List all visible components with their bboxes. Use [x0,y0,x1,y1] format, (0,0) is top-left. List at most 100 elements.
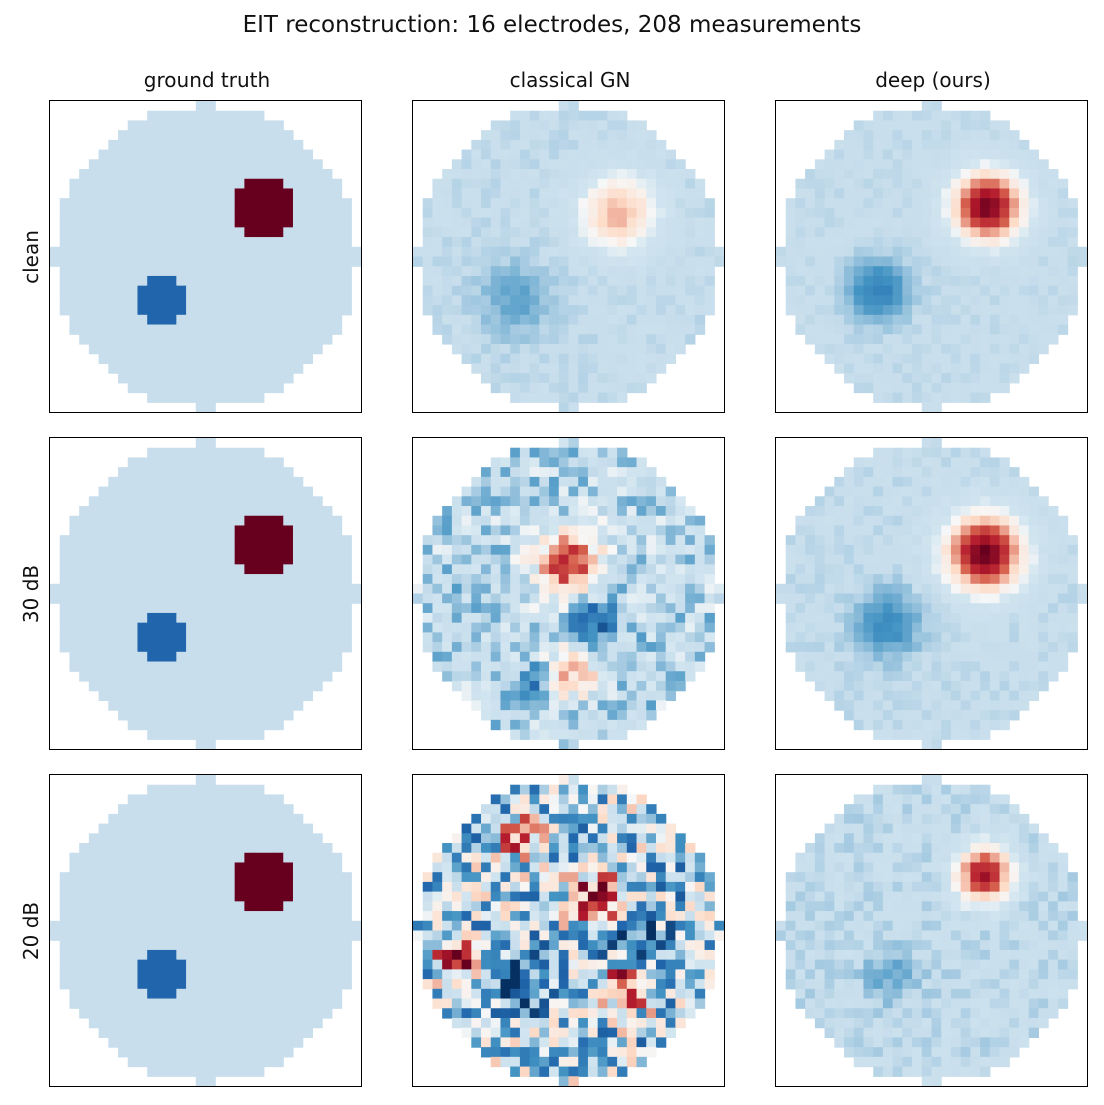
heatmap-cell [490,130,502,141]
heatmap-cell [166,603,177,614]
heatmap-cell [892,237,903,248]
heatmap-cell [273,690,284,702]
heatmap-cell [186,544,197,556]
heatmap-cell [1009,612,1020,624]
heatmap-cell [568,603,579,614]
heatmap-cell [902,525,913,536]
heatmap-cell [597,130,608,141]
heatmap-cell [234,940,245,951]
heatmap-cell [882,382,894,394]
heatmap-cell [597,237,608,248]
heatmap-cell [205,438,216,449]
heatmap-cell [902,373,913,384]
heatmap-cell [481,506,492,517]
heatmap-cell [166,227,177,238]
heatmap-cell [263,554,275,565]
heatmap-cell [931,314,942,326]
heatmap-cell [999,467,1010,478]
heatmap-cell [873,207,884,219]
heatmap-cell [931,661,942,672]
heatmap-cell [471,603,482,614]
heatmap-cell [578,622,589,633]
heatmap-cell [166,275,177,287]
heatmap-cell [844,334,855,345]
heatmap-cell [597,324,608,335]
heatmap-cell [941,305,952,316]
heatmap-cell [912,373,923,384]
heatmap-cell [88,891,100,902]
heatmap-cell [568,285,579,296]
heatmap-cell [694,324,706,335]
heatmap-cell [950,217,962,228]
heatmap-cell [853,285,865,296]
heatmap-cell [292,256,304,267]
heatmap-cell [312,217,323,228]
heatmap-cell [302,353,314,365]
heatmap-cell [244,719,255,731]
heatmap-cell [665,496,677,507]
heatmap-cell [156,110,168,122]
heatmap-cell [675,246,686,258]
heatmap-cell [108,535,119,546]
heatmap-cell [137,246,148,258]
heatmap-cell [785,256,797,267]
heatmap-cell [322,198,333,209]
heatmap-cell [853,275,865,287]
heatmap-cell [999,275,1010,287]
heatmap-cell [244,794,255,805]
heatmap-cell [263,920,275,932]
heatmap-cell [510,574,521,585]
heatmap-cell [539,447,550,459]
heatmap-cell [195,334,207,345]
heatmap-cell [292,671,304,682]
heatmap-cell [215,833,226,844]
heatmap-cell [970,120,981,131]
heatmap-cell [69,920,80,932]
heatmap-cell [587,515,599,527]
heatmap-cell [960,467,971,478]
heatmap-cell [292,275,304,287]
heatmap-cell [432,515,443,527]
heatmap-cell [186,207,197,219]
heatmap-cell [519,496,531,507]
heatmap-cell [341,940,352,951]
heatmap-cell [273,496,284,507]
heatmap-cell [578,169,589,180]
heatmap-cell [422,275,434,287]
heatmap-cell [118,612,129,624]
heatmap-cell [118,574,129,585]
heatmap-cell [912,246,923,258]
heatmap-cell [302,159,314,170]
heatmap-cell [118,881,129,893]
heatmap-cell [597,266,608,277]
heatmap-cell [805,207,816,219]
heatmap-cell [519,622,531,633]
heatmap-cell [331,227,343,238]
heatmap-cell [147,159,158,170]
heatmap-cell [88,554,100,565]
heatmap-cell [873,373,884,384]
heatmap-cell [490,237,502,248]
heatmap-cell [432,295,443,306]
heatmap-cell [912,139,923,151]
heatmap-cell [989,612,1001,624]
heatmap-cell [892,363,903,374]
heatmap-cell [578,188,589,199]
heatmap-cell [960,363,971,374]
heatmap-cell [675,574,686,585]
heatmap-cell [195,603,207,614]
heatmap-svg [50,101,361,412]
heatmap-cell [510,169,521,180]
heatmap-cell [912,169,923,180]
heatmap-cell [694,622,706,633]
heatmap-cell [471,506,482,517]
heatmap-cell [853,295,865,306]
heatmap-cell [921,363,933,374]
heatmap-cell [665,256,677,267]
heatmap-cell [302,651,314,663]
heatmap-cell [156,178,168,190]
heatmap-cell [283,139,294,151]
heatmap-cell [549,343,560,355]
heatmap-cell [529,198,540,209]
heatmap-cell [451,574,463,585]
